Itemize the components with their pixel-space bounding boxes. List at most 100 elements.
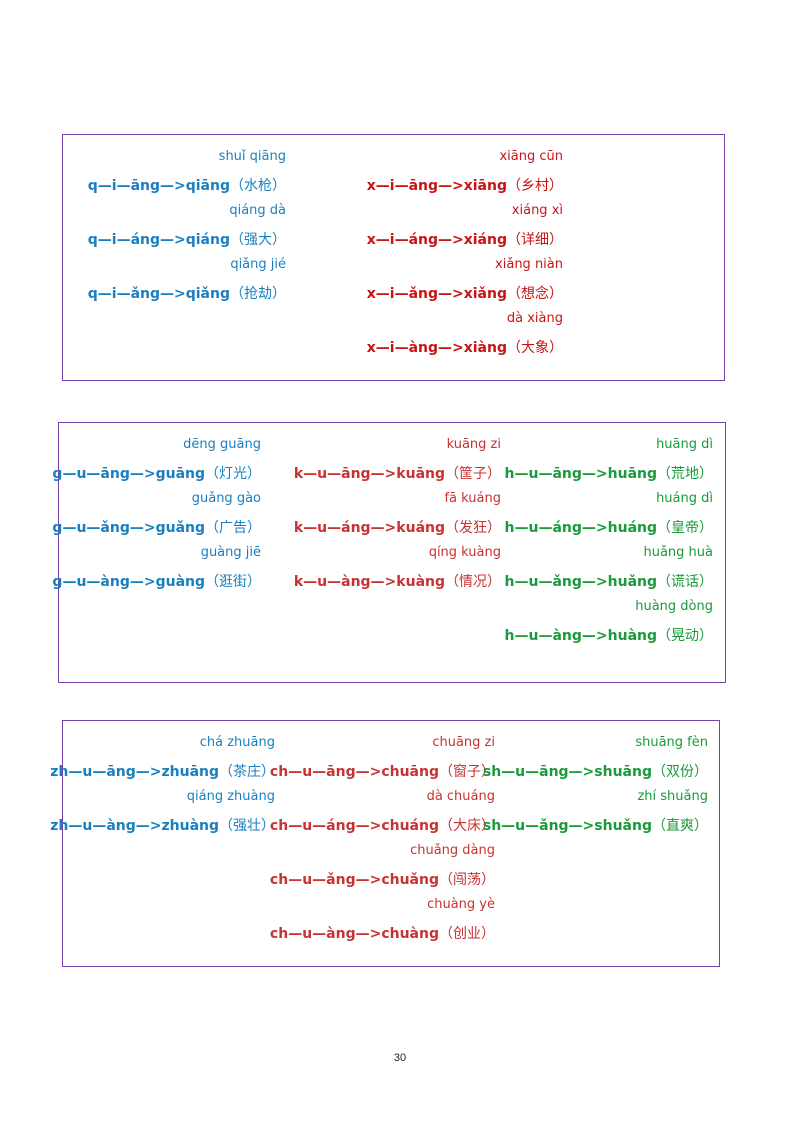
word-text: （创业） xyxy=(439,926,495,942)
spelling-text: q—i—āng—>qiāng xyxy=(87,178,230,194)
pinyin-label: kuāng zi xyxy=(446,437,501,452)
spelling-text: k—u—áng—>kuáng xyxy=(293,520,445,536)
pinyin-label: dēng guāng xyxy=(183,437,261,452)
spelling-row: g—u—ǎng—>guǎng（广告） xyxy=(52,517,261,537)
spelling-text: ch—u—áng—>chuáng xyxy=(269,818,439,834)
word-text: （窗子） xyxy=(439,764,495,780)
spelling-text: h—u—áng—>huáng xyxy=(504,520,657,536)
spelling-row: g—u—āng—>guāng（灯光） xyxy=(52,463,261,483)
pinyin-label: qiáng zhuàng xyxy=(186,789,275,804)
spelling-row: g—u—àng—>guàng（逛街） xyxy=(52,571,261,591)
spelling-row: h—u—àng—>huàng（晃动） xyxy=(505,625,713,645)
pinyin-label: chuàng yè xyxy=(427,897,495,912)
spelling-text: x—i—áng—>xiáng xyxy=(366,232,507,248)
word-text: （晃动） xyxy=(657,628,713,644)
word-text: （水枪） xyxy=(230,178,286,194)
pinyin-label: dà chuáng xyxy=(426,789,495,804)
word-text: （抢劫） xyxy=(230,286,286,302)
word-text: （详细） xyxy=(507,232,563,248)
word-text: （大象） xyxy=(507,340,563,356)
word-text: （逛街） xyxy=(205,574,261,590)
pinyin-label: shuāng fèn xyxy=(635,735,708,750)
spelling-text: g—u—ǎng—>guǎng xyxy=(52,520,205,536)
spelling-text: q—i—ǎng—>qiǎng xyxy=(87,286,230,302)
pinyin-label: zhí shuǎng xyxy=(637,789,708,804)
word-text: （情况） xyxy=(445,574,501,590)
pinyin-label: xiáng xì xyxy=(511,203,563,218)
spelling-text: x—i—ǎng—>xiǎng xyxy=(366,286,507,302)
spelling-row: q—i—āng—>qiāng（水枪） xyxy=(88,175,286,195)
spelling-text: k—u—āng—>kuāng xyxy=(293,466,445,482)
spelling-row: ch—u—ǎng—>chuǎng（闯荡） xyxy=(270,869,495,889)
pinyin-label: huáng dì xyxy=(656,491,713,506)
spelling-text: h—u—ǎng—>huǎng xyxy=(504,574,657,590)
spelling-row: ch—u—āng—>chuāng（窗子） xyxy=(270,761,495,781)
spelling-text: x—i—āng—>xiāng xyxy=(366,178,507,194)
spelling-row: x—i—àng—>xiàng（大象） xyxy=(367,337,563,357)
pinyin-label: huāng dì xyxy=(656,437,713,452)
spelling-row: ch—u—áng—>chuáng（大床） xyxy=(270,815,495,835)
word-text: （强壮） xyxy=(219,818,275,834)
word-text: （乡村） xyxy=(507,178,563,194)
spelling-row: h—u—áng—>huáng（皇帝） xyxy=(505,517,713,537)
word-text: （灯光） xyxy=(205,466,261,482)
word-text: （闯荡） xyxy=(439,872,495,888)
spelling-text: h—u—àng—>huàng xyxy=(504,628,657,644)
spelling-text: ch—u—ǎng—>chuǎng xyxy=(269,872,439,888)
spelling-box-uang: dēng guāng g—u—āng—>guāng（灯光） guǎng gào … xyxy=(52,422,726,683)
pinyin-label: guǎng gào xyxy=(191,491,261,506)
pinyin-label: chuāng zi xyxy=(432,735,495,750)
spelling-row: k—u—àng—>kuàng（情况） xyxy=(294,571,501,591)
word-text: （广告） xyxy=(205,520,261,536)
spelling-text: h—u—āng—>huāng xyxy=(504,466,657,482)
spelling-row: x—i—áng—>xiáng（详细） xyxy=(367,229,563,249)
spelling-row: sh—u—ǎng—>shuǎng（直爽） xyxy=(483,815,708,835)
word-text: （皇帝） xyxy=(657,520,713,536)
spelling-row: zh—u—āng—>zhuāng（茶庄） xyxy=(50,761,275,781)
spelling-row: k—u—áng—>kuáng（发狂） xyxy=(294,517,501,537)
pinyin-label: huàng dòng xyxy=(635,599,713,614)
word-text: （直爽） xyxy=(652,818,708,834)
spelling-text: zh—u—āng—>zhuāng xyxy=(50,764,219,780)
spelling-row: zh—u—àng—>zhuàng（强壮） xyxy=(50,815,275,835)
spelling-text: sh—u—ǎng—>shuǎng xyxy=(482,818,652,834)
pinyin-label: xiǎng niàn xyxy=(495,257,563,272)
pinyin-label: qiǎng jié xyxy=(230,257,286,272)
spelling-box-zh-ch-sh-uang: chá zhuāng zh—u—āng—>zhuāng（茶庄） qiáng zh… xyxy=(50,720,720,967)
spelling-text: zh—u—àng—>zhuàng xyxy=(50,818,219,834)
spelling-text: ch—u—àng—>chuàng xyxy=(269,926,439,942)
pinyin-label: qíng kuàng xyxy=(428,545,501,560)
spelling-text: x—i—àng—>xiàng xyxy=(366,340,507,356)
word-text: （强大） xyxy=(230,232,286,248)
word-text: （茶庄） xyxy=(219,764,275,780)
spelling-row: k—u—āng—>kuāng（筐子） xyxy=(294,463,501,483)
spelling-text: k—u—àng—>kuàng xyxy=(293,574,445,590)
pinyin-label: xiāng cūn xyxy=(499,149,563,164)
spelling-box-iang: shuǐ qiāng q—i—āng—>qiāng（水枪） qiáng dà q… xyxy=(62,134,725,381)
spelling-row: q—i—áng—>qiáng（强大） xyxy=(88,229,286,249)
word-text: （发狂） xyxy=(445,520,501,536)
spelling-text: sh—u—āng—>shuāng xyxy=(482,764,652,780)
pinyin-label: chuǎng dàng xyxy=(410,843,495,858)
pinyin-label: chá zhuāng xyxy=(199,735,275,750)
pinyin-label: dà xiàng xyxy=(506,311,563,326)
word-text: （谎话） xyxy=(657,574,713,590)
spelling-row: q—i—ǎng—>qiǎng（抢劫） xyxy=(88,283,286,303)
spelling-text: g—u—àng—>guàng xyxy=(52,574,205,590)
pinyin-label: qiáng dà xyxy=(229,203,286,218)
word-text: （双份） xyxy=(652,764,708,780)
spelling-text: g—u—āng—>guāng xyxy=(52,466,205,482)
spelling-row: ch—u—àng—>chuàng（创业） xyxy=(270,923,495,943)
word-text: （想念） xyxy=(507,286,563,302)
spelling-text: q—i—áng—>qiáng xyxy=(87,232,230,248)
pinyin-label: shuǐ qiāng xyxy=(218,149,286,164)
spelling-row: h—u—āng—>huāng（荒地） xyxy=(505,463,713,483)
word-text: （荒地） xyxy=(657,466,713,482)
spelling-row: h—u—ǎng—>huǎng（谎话） xyxy=(505,571,713,591)
pinyin-label: guàng jiē xyxy=(200,545,261,560)
word-text: （筐子） xyxy=(445,466,501,482)
word-text: （大床） xyxy=(439,818,495,834)
page-number: 30 xyxy=(393,1052,407,1064)
pinyin-label: huǎng huà xyxy=(643,545,713,560)
pinyin-label: fā kuáng xyxy=(444,491,501,506)
